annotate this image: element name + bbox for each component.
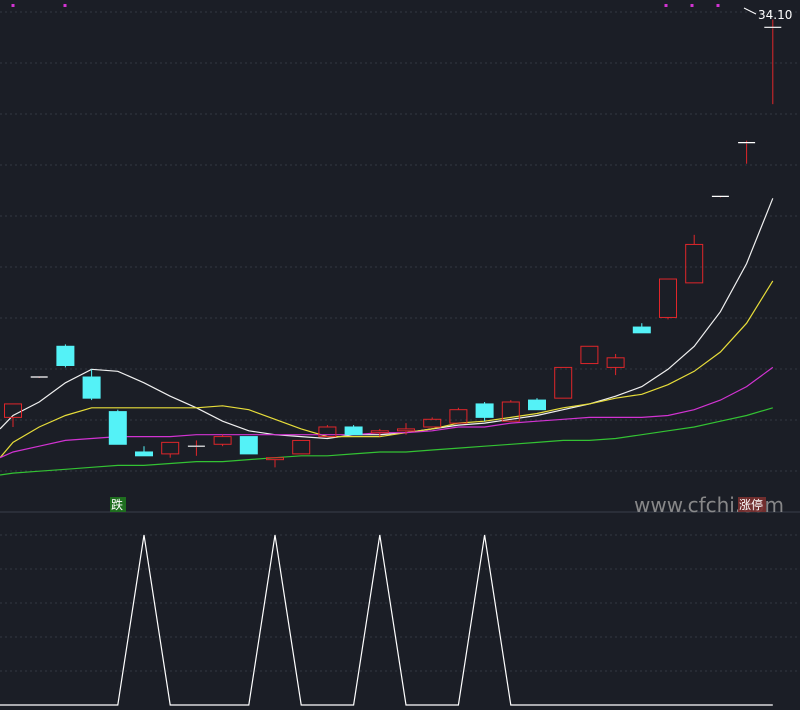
candle [659,278,677,320]
candle-body [370,430,389,434]
candle [370,428,389,437]
candle [4,403,22,427]
ma-line-2 [0,280,774,459]
candle-body [292,439,311,455]
top-marker [63,4,67,7]
last-price-label: 34.10 [758,8,792,22]
candle [554,366,573,399]
candle [738,140,756,164]
candle [580,345,599,365]
indicator-panel [0,534,773,706]
candle-body [239,436,258,455]
candle [685,234,704,284]
candle [318,425,337,438]
candle-body [108,411,127,445]
candle [711,195,729,198]
candle [213,434,232,447]
candle [397,423,415,435]
grid-lines [0,11,800,672]
candle [239,436,258,455]
indicator-line [0,534,773,706]
candlesticks [4,19,782,468]
candle-body [344,426,363,436]
candle-body [632,326,651,334]
candle-body [475,403,494,418]
fall-label: 跌 [111,497,123,512]
candle-body [4,403,22,418]
candle [475,402,494,422]
candle [56,344,75,368]
candle [161,441,180,458]
candle [266,457,284,468]
rise-label-bg [738,497,766,512]
candle [82,369,101,401]
candle [449,407,468,424]
candle-body [135,451,153,457]
fall-label-bg [110,497,126,512]
candle-body [161,441,180,455]
candle [423,417,442,428]
candle-body [318,426,337,438]
candle-body [528,399,546,411]
candle [764,19,782,105]
candle [606,353,625,376]
candle-body [423,418,442,428]
top-marker [716,4,720,7]
candle [632,323,651,334]
candle-body [501,401,520,422]
candle-body [554,366,573,399]
candle [344,425,363,436]
candle [135,446,153,457]
candle [187,440,205,456]
candle-body [580,345,599,365]
candle-body [449,409,468,424]
price-pointer [743,7,757,15]
candle-body [266,457,284,461]
candle-body [213,436,232,445]
candle-body [659,278,677,318]
candle-body [56,345,75,366]
candle [501,400,520,422]
ma-line-4 [0,407,773,476]
top-markers [11,4,757,15]
top-marker [11,4,15,7]
rise-label: 涨停 [739,497,763,512]
candle-body [606,357,625,368]
top-marker [690,4,694,7]
top-marker [664,4,668,7]
candle-body [82,376,101,399]
candle [528,398,546,411]
candle [292,439,311,455]
candle [30,376,48,379]
candle [108,409,127,445]
candle-body [685,243,704,284]
candle-body [397,428,415,432]
